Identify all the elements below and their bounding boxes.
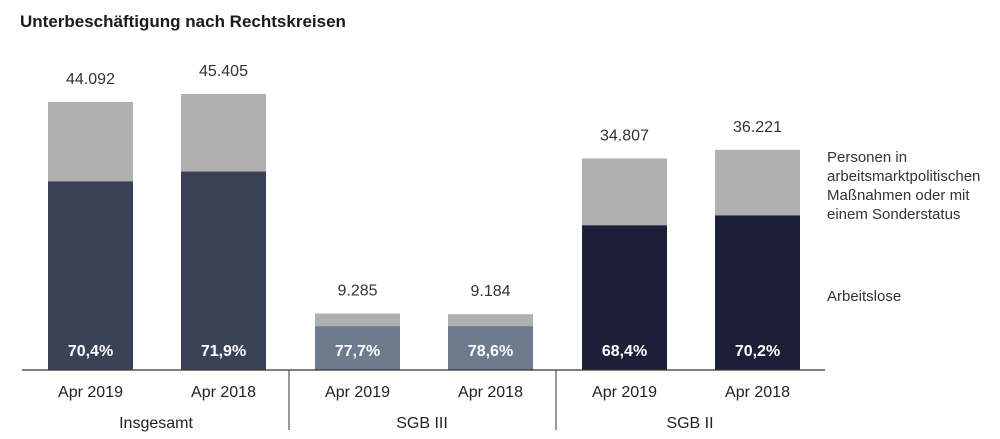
legend-label-unemployed: Arbeitslose (827, 288, 902, 305)
bar-total-label: 34.807 (600, 127, 649, 144)
bar-segment-measures (181, 94, 266, 172)
bar-share-label: 70,2% (735, 343, 780, 360)
group-label: SGB III (396, 415, 448, 432)
x-tick-label: Apr 2018 (191, 384, 256, 401)
x-tick-label: Apr 2018 (458, 384, 523, 401)
bar-segment-measures (582, 158, 667, 226)
bar-segment-measures (715, 149, 800, 216)
bar-segment-unemployed (715, 215, 800, 370)
bar-share-label: 71,9% (201, 343, 246, 360)
bar-segment-unemployed (582, 225, 667, 370)
bar-segment-measures (48, 101, 133, 182)
bar-share-label: 70,4% (68, 343, 113, 360)
bar-segment-unemployed (448, 326, 533, 370)
x-tick-label: Apr 2019 (325, 384, 390, 401)
chart-title: Unterbeschäftigung nach Rechtskreisen (20, 12, 346, 31)
x-tick-label: Apr 2019 (592, 384, 657, 401)
group-label: Insgesamt (119, 415, 193, 432)
bar-segment-measures (448, 314, 533, 327)
bar-total-label: 9.184 (470, 283, 510, 300)
bar-total-label: 36.221 (733, 119, 782, 136)
x-tick-label: Apr 2019 (58, 384, 123, 401)
bar-total-label: 45.405 (199, 63, 248, 80)
bar-total-label: 44.092 (66, 71, 115, 88)
legend-label-measures: Personen in arbeitsmarktpolitischen Maßn… (827, 149, 981, 223)
bar-segment-unemployed (48, 181, 133, 370)
bar-share-label: 68,4% (602, 343, 647, 360)
bar-segment-unemployed (315, 326, 400, 370)
bar-share-label: 77,7% (335, 343, 380, 360)
bar-share-label: 78,6% (468, 343, 513, 360)
x-tick-label: Apr 2018 (725, 384, 790, 401)
bar-segment-measures (315, 313, 400, 327)
bar-total-label: 9.285 (337, 283, 377, 300)
bar-segment-unemployed (181, 171, 266, 370)
group-label: SGB II (666, 415, 713, 432)
